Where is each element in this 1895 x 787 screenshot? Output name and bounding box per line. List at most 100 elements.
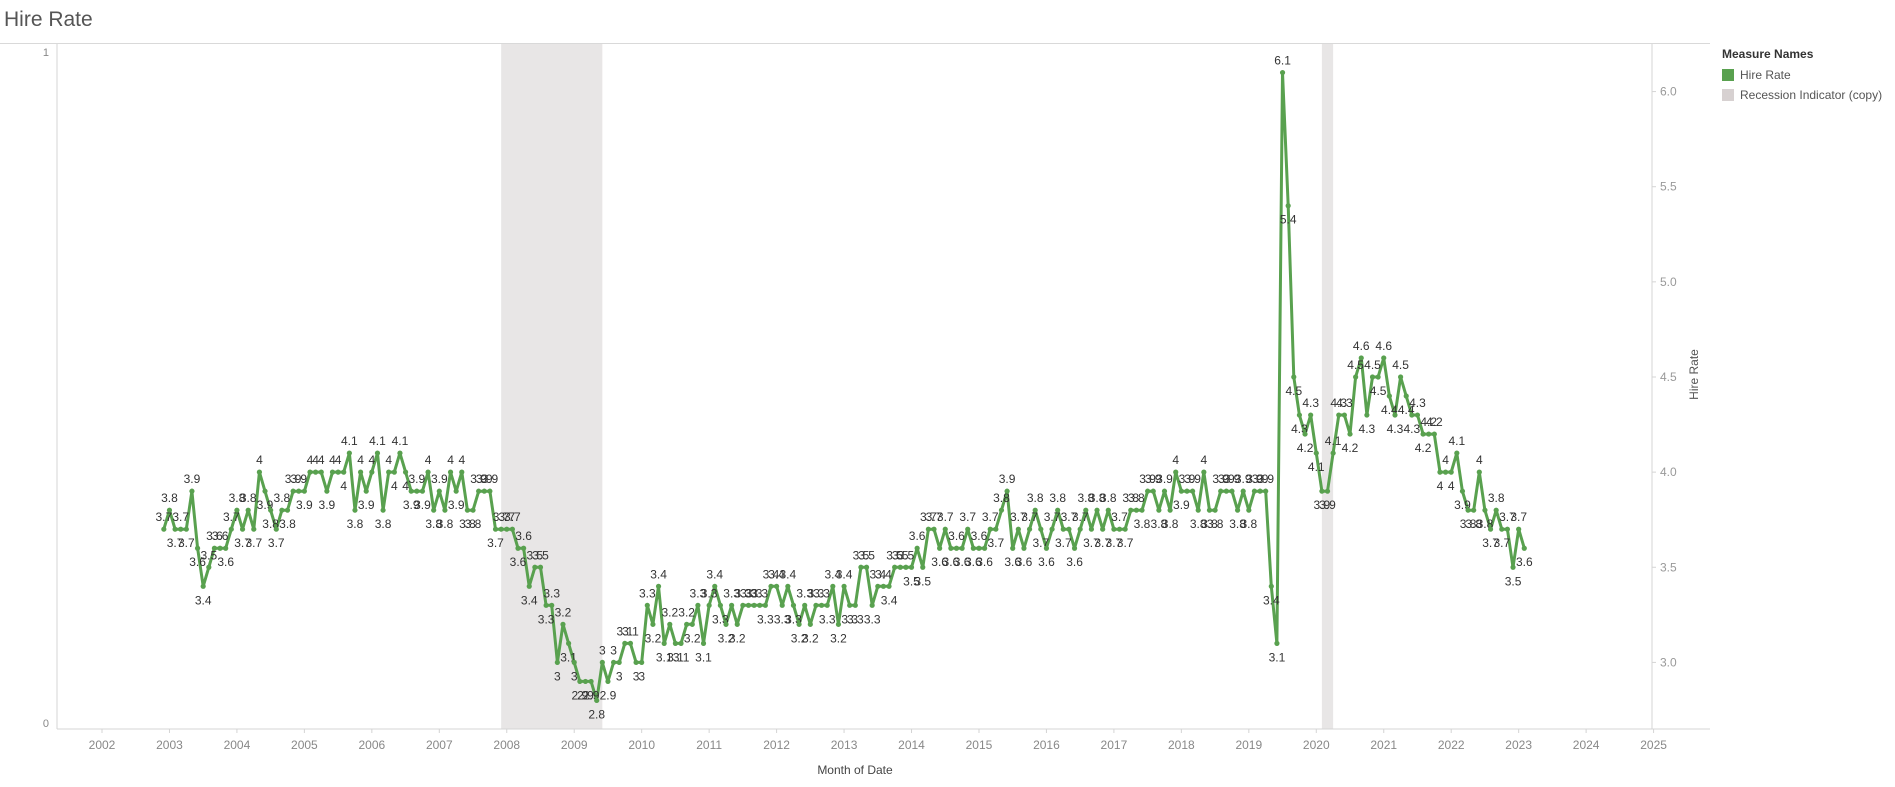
data-label: 3.9 bbox=[1224, 472, 1241, 486]
data-point bbox=[622, 640, 628, 646]
data-label: 3.9 bbox=[431, 472, 448, 486]
data-label: 3.7 bbox=[982, 510, 999, 524]
data-point bbox=[313, 469, 319, 475]
data-point bbox=[1167, 507, 1173, 513]
x-tick-label: 2012 bbox=[763, 738, 790, 752]
data-point bbox=[700, 640, 707, 646]
x-tick-label: 2021 bbox=[1370, 738, 1397, 752]
data-label: 3.4 bbox=[836, 567, 853, 581]
data-label: 3.7 bbox=[1061, 510, 1078, 524]
x-tick-label: 2015 bbox=[966, 738, 993, 752]
data-label: 3.9 bbox=[290, 472, 307, 486]
data-point bbox=[1426, 431, 1432, 437]
data-point bbox=[953, 545, 960, 551]
data-point bbox=[892, 564, 898, 570]
data-label: 3.2 bbox=[645, 631, 662, 645]
data-label: 3.8 bbox=[1229, 517, 1246, 531]
data-label: 4 bbox=[1442, 453, 1449, 467]
data-label: 3.8 bbox=[1488, 491, 1505, 505]
data-point bbox=[1218, 488, 1224, 494]
x-tick-label: 2009 bbox=[561, 738, 588, 752]
data-label: 4.2 bbox=[1426, 415, 1443, 429]
data-point bbox=[335, 469, 341, 475]
data-point bbox=[1476, 469, 1482, 475]
data-label: 3.5 bbox=[914, 574, 931, 588]
data-label: 4.6 bbox=[1353, 339, 1370, 353]
data-label: 3.5 bbox=[903, 574, 920, 588]
data-point bbox=[762, 602, 768, 608]
data-label: 3.8 bbox=[1128, 491, 1145, 505]
data-point bbox=[453, 488, 459, 494]
data-label: 3.7 bbox=[988, 536, 1005, 550]
data-label: 3.7 bbox=[1510, 510, 1527, 524]
data-point bbox=[639, 659, 645, 666]
data-point bbox=[1021, 545, 1027, 551]
data-point bbox=[802, 602, 808, 608]
data-point bbox=[549, 602, 555, 608]
data-label: 2.8 bbox=[588, 707, 605, 721]
data-point bbox=[779, 602, 785, 608]
data-point bbox=[1420, 431, 1426, 437]
data-label: 4 bbox=[329, 453, 336, 467]
data-point bbox=[1364, 412, 1370, 418]
data-label: 3.7 bbox=[1055, 536, 1072, 550]
data-point bbox=[183, 526, 189, 532]
data-point bbox=[526, 583, 532, 589]
data-point bbox=[228, 526, 234, 532]
data-label: 4.1 bbox=[1308, 460, 1325, 474]
data-label: 3.8 bbox=[1122, 491, 1139, 505]
data-point bbox=[543, 602, 549, 608]
data-label: 4.5 bbox=[1285, 384, 1302, 398]
data-point bbox=[431, 507, 437, 513]
data-label: 3.6 bbox=[189, 555, 206, 569]
data-label: 3.9 bbox=[470, 472, 487, 486]
data-point bbox=[1178, 488, 1184, 494]
data-label: 4.3 bbox=[1359, 422, 1376, 436]
data-point bbox=[1431, 431, 1437, 437]
data-point bbox=[875, 583, 881, 589]
data-point bbox=[678, 640, 684, 646]
data-label: 4.5 bbox=[1392, 358, 1409, 372]
data-label: 3.9 bbox=[1257, 472, 1274, 486]
data-label: 3.8 bbox=[1100, 491, 1117, 505]
data-label: 3.7 bbox=[487, 536, 504, 550]
data-point bbox=[554, 659, 560, 666]
data-label: 3.9 bbox=[482, 472, 499, 486]
data-point bbox=[1026, 526, 1033, 532]
data-label: 3.2 bbox=[661, 605, 678, 619]
data-point bbox=[301, 488, 307, 494]
right-tick-label: 3.0 bbox=[1660, 655, 1677, 669]
data-label: 3.8 bbox=[1465, 517, 1482, 531]
data-point bbox=[1291, 374, 1297, 380]
data-label: 3.9 bbox=[1235, 472, 1252, 486]
data-label: 3.3 bbox=[864, 612, 881, 626]
data-point bbox=[886, 583, 892, 589]
data-point bbox=[296, 488, 302, 494]
legend-swatch-recession bbox=[1722, 89, 1734, 101]
data-point bbox=[178, 526, 184, 532]
data-label: 3.9 bbox=[999, 472, 1016, 486]
data-label: 3.3 bbox=[701, 586, 718, 600]
data-point bbox=[661, 640, 667, 646]
data-point bbox=[1510, 564, 1516, 570]
data-point bbox=[768, 583, 774, 589]
data-point bbox=[959, 545, 965, 551]
data-label: 3.8 bbox=[993, 491, 1010, 505]
data-point bbox=[380, 507, 386, 513]
data-point bbox=[1184, 488, 1190, 494]
data-label: 3.8 bbox=[1162, 517, 1179, 531]
data-label: 3.7 bbox=[1117, 536, 1134, 550]
data-point bbox=[1499, 526, 1505, 532]
data-point bbox=[1212, 507, 1218, 513]
data-point bbox=[284, 507, 291, 513]
legend-item-hire-rate[interactable]: Hire Rate bbox=[1722, 65, 1882, 85]
data-point bbox=[852, 602, 858, 608]
data-label: 3.8 bbox=[1077, 491, 1094, 505]
data-point bbox=[262, 488, 268, 494]
data-label: 3.3 bbox=[690, 586, 707, 600]
data-point bbox=[268, 507, 274, 513]
data-label: 3.7 bbox=[1083, 536, 1100, 550]
data-point bbox=[273, 526, 279, 532]
data-label: 3.8 bbox=[437, 517, 454, 531]
legend-item-recession[interactable]: Recession Indicator (copy) bbox=[1722, 85, 1882, 105]
